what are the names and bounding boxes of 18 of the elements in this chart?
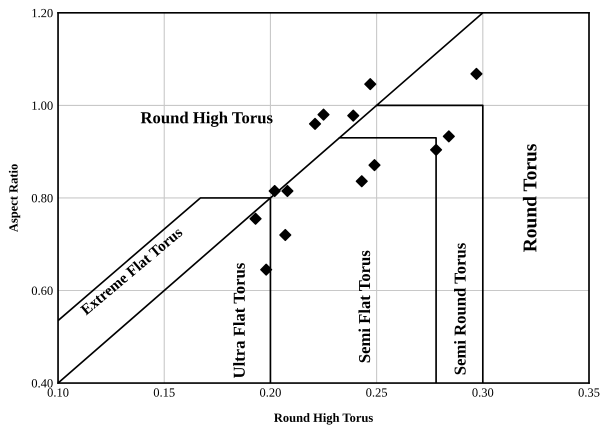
annotation: Semi Flat Torus bbox=[358, 250, 370, 362]
y-tick-label: 0.60 bbox=[32, 286, 53, 296]
x-tick-label: 0.10 bbox=[48, 388, 69, 397]
y-tick-label: 0.80 bbox=[32, 194, 53, 202]
y-axis-title: Aspect Ratio bbox=[8, 164, 20, 232]
annotation: Round High Torus bbox=[140, 112, 273, 127]
x-tick-label: 0.15 bbox=[154, 388, 175, 397]
y-tick-label: 1.00 bbox=[32, 101, 53, 110]
y-tick-label: 0.40 bbox=[32, 379, 53, 388]
annotation: Ultra Flat Torus bbox=[233, 263, 245, 378]
x-axis-title: Round High Torus bbox=[274, 413, 373, 425]
x-tick-label: 0.35 bbox=[578, 388, 600, 397]
annotation: Semi Round Torus bbox=[454, 243, 466, 374]
x-tick-label: 0.20 bbox=[260, 388, 281, 397]
x-tick-label: 0.30 bbox=[472, 388, 494, 397]
annotation: Round Torus bbox=[522, 144, 537, 252]
x-tick-label: 0.25 bbox=[366, 388, 388, 397]
y-tick-label: 1.20 bbox=[32, 8, 53, 18]
